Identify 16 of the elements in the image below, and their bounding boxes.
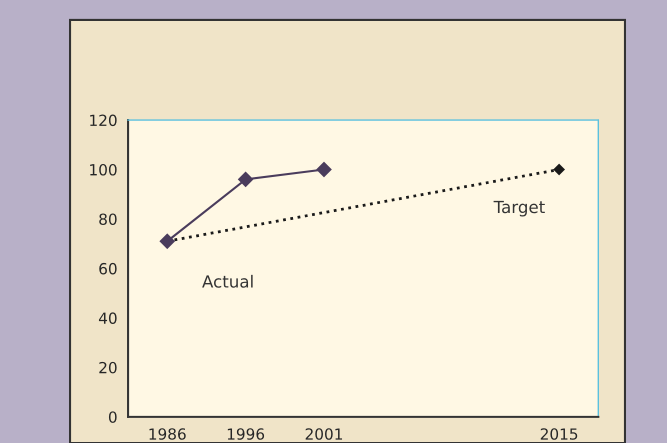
y-tick-label: 100 — [90, 164, 117, 176]
point — [238, 172, 254, 187]
y-tick-label: 40 — [98, 312, 117, 324]
y-tick-label: 20 — [99, 362, 117, 374]
x-tick-label: 2001 — [306, 428, 342, 440]
y-tick-label: 0 — [108, 411, 117, 423]
point — [316, 162, 332, 178]
x-tick-label: 1996 — [228, 428, 264, 440]
x-tick-label: 1986 — [149, 428, 186, 440]
y-tick-label: 120 — [90, 114, 117, 126]
y-tick-label: 80 — [99, 213, 117, 226]
y-tick-label: 60 — [99, 262, 117, 274]
x-tick-label: 2015 — [540, 428, 578, 440]
point — [554, 164, 565, 176]
text: Actual — [202, 274, 253, 288]
series-label: Target — [494, 200, 545, 216]
